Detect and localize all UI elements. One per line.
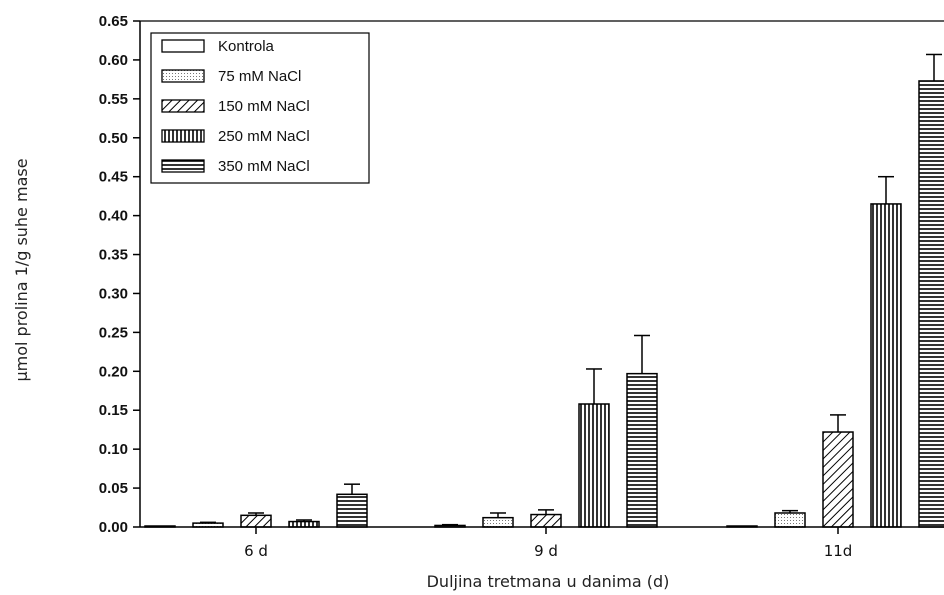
x-axis-title: Duljina tretmana u danima (d) [427,572,670,591]
legend-swatch [161,159,205,173]
bar [530,513,562,528]
y-tick-label: 0.10 [99,441,128,458]
y-tick-label: 0.65 [99,13,128,30]
y-tick-label: 0.00 [99,519,128,536]
bar [482,516,514,528]
bar [870,203,902,528]
y-tick-label: 0.35 [99,247,128,264]
y-tick-label: 0.05 [99,480,128,497]
legend: Kontrola 75 mM NaCl 150 mM NaCl 250 mM NaCl… [150,32,370,184]
x-tick-label: 11d [824,542,853,560]
x-ticks: 6 d 9 d 11d [244,527,852,560]
x-tick-label: 6 d [244,542,268,560]
y-tick-label: 0.30 [99,285,128,302]
bar [240,514,272,528]
y-tick-label: 0.50 [99,130,128,147]
bar [336,493,368,528]
error-bars-layer [200,53,942,526]
legend-swatch [161,69,205,83]
y-tick-label: 0.60 [99,52,128,69]
y-tick-label: 0.15 [99,402,128,419]
legend-swatch [161,39,205,53]
y-tick-label: 0.45 [99,169,128,186]
y-ticks: 0.00 0.05 0.10 0.15 0.20 0.25 0.30 0.35 0.40 0.45… [99,13,140,536]
legend-swatch [161,129,205,143]
bar [626,372,658,528]
legend-label: 150 mM NaCl [218,98,310,115]
x-tick-label: 9 d [534,542,558,560]
legend-swatch [161,99,205,113]
y-tick-label: 0.40 [99,208,128,225]
y-tick-label: 0.55 [99,91,128,108]
legend-label: 250 mM NaCl [218,128,310,145]
bar [918,80,944,528]
bar [822,431,854,528]
bar [774,512,806,528]
y-tick-label: 0.20 [99,363,128,380]
legend-label: 350 mM NaCl [218,158,310,175]
legend-label: Kontrola [218,38,275,55]
y-axis-title: µmol prolina 1/g suhe mase [12,158,31,381]
bar [288,520,320,528]
legend-label: 75 mM NaCl [218,68,301,85]
y-tick-label: 0.25 [99,324,128,341]
bar [578,403,610,528]
